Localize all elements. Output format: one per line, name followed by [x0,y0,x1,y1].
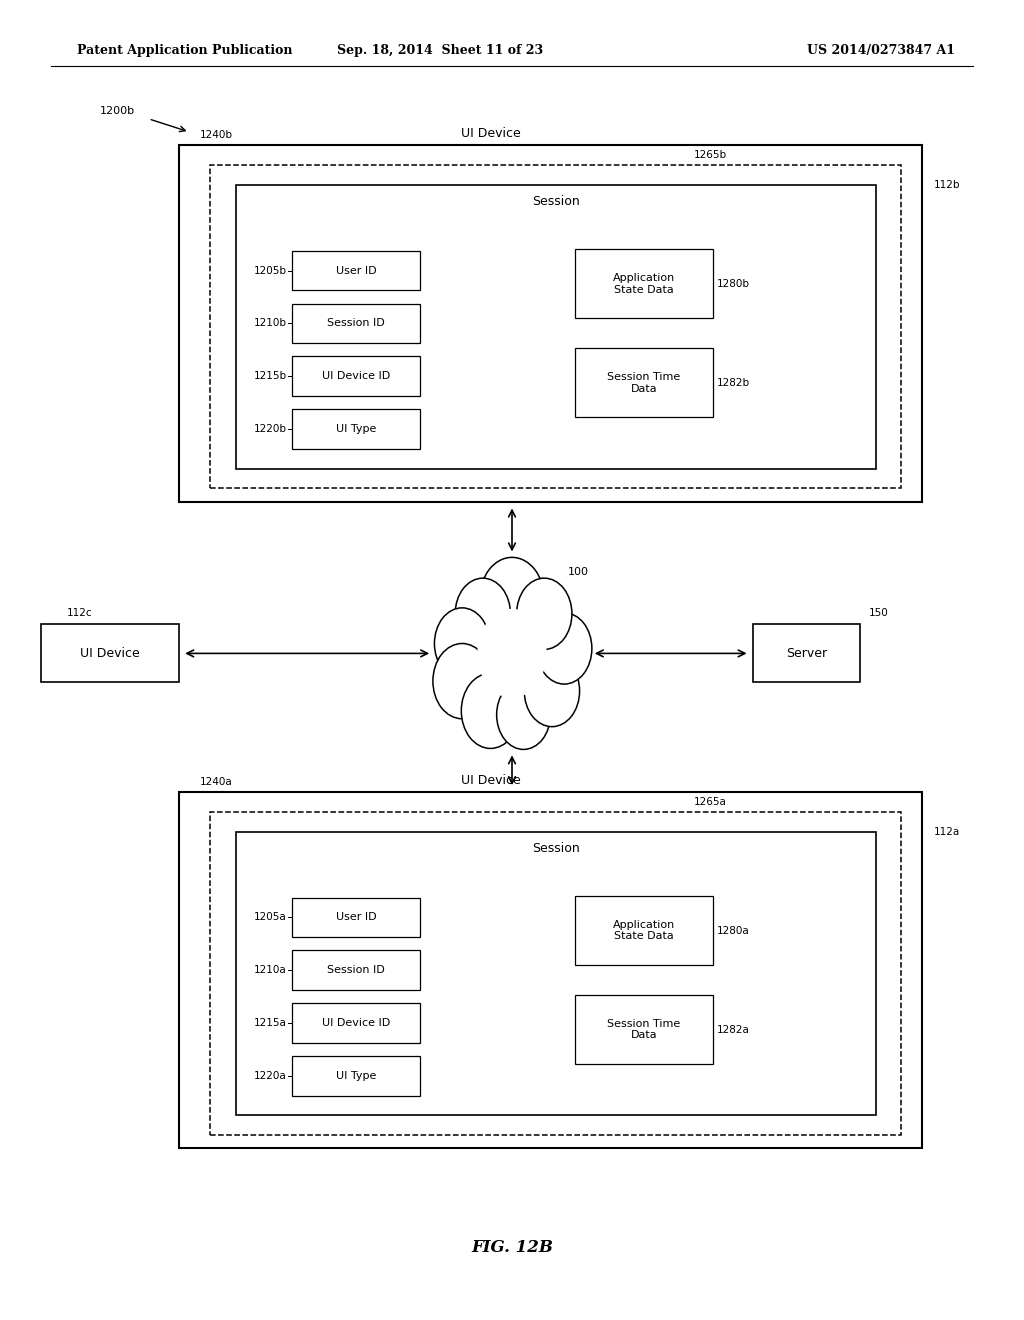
Text: Session ID: Session ID [327,318,385,329]
Text: 1280a: 1280a [717,925,750,936]
Text: Session Time
Data: Session Time Data [607,1019,681,1040]
Text: 1240b: 1240b [200,129,232,140]
Text: Session: Session [531,195,580,209]
Bar [179,792,922,1148]
Text: UI Device ID: UI Device ID [322,371,390,381]
Text: 1205a: 1205a [254,912,287,923]
Bar [292,1003,420,1043]
Text: UI Device: UI Device [80,647,140,660]
Text: 112b: 112b [934,180,961,190]
Circle shape [524,656,580,726]
Bar [574,348,713,417]
Text: 1210b: 1210b [254,318,287,329]
Text: 1282a: 1282a [717,1024,750,1035]
Text: 150: 150 [868,607,888,618]
Bar [292,1056,420,1096]
Circle shape [477,609,547,698]
Bar [210,165,901,488]
Text: 1282b: 1282b [717,378,751,388]
Text: 1215b: 1215b [254,371,287,381]
Bar [292,950,420,990]
Bar [236,185,876,469]
Bar [574,249,713,318]
Circle shape [497,680,551,750]
Text: US 2014/0273847 A1: US 2014/0273847 A1 [807,44,954,57]
Text: User ID: User ID [336,265,376,276]
Text: 1280b: 1280b [717,279,750,289]
Text: 112a: 112a [934,826,961,837]
Circle shape [537,612,592,684]
Circle shape [461,673,519,748]
Bar [574,995,713,1064]
Text: UI Device: UI Device [461,774,521,787]
Text: Session Time
Data: Session Time Data [607,372,681,393]
Circle shape [479,557,545,640]
Text: 1220b: 1220b [254,424,287,434]
Bar [292,251,420,290]
Text: 1215a: 1215a [254,1018,287,1028]
Bar [292,356,420,396]
Text: UI Device ID: UI Device ID [322,1018,390,1028]
Bar [236,832,876,1115]
Text: UI Type: UI Type [336,424,376,434]
Text: Patent Application Publication: Patent Application Publication [77,44,292,57]
Text: Application
State Data: Application State Data [612,920,675,941]
Circle shape [433,644,492,718]
Text: UI Device: UI Device [461,127,521,140]
Bar [292,898,420,937]
Circle shape [516,578,571,649]
Bar [574,896,713,965]
Text: Server: Server [785,647,827,660]
Text: 1240a: 1240a [200,776,232,787]
Text: Sep. 18, 2014  Sheet 11 of 23: Sep. 18, 2014 Sheet 11 of 23 [337,44,544,57]
Text: 1220a: 1220a [254,1071,287,1081]
Text: 112c: 112c [67,607,92,618]
Text: Application
State Data: Application State Data [612,273,675,294]
Bar [292,409,420,449]
Text: 1265b: 1265b [694,149,727,160]
Circle shape [455,578,511,649]
Bar [210,812,901,1135]
Bar [292,304,420,343]
Text: 1265a: 1265a [694,796,727,807]
Text: 1210a: 1210a [254,965,287,975]
Bar [753,624,860,682]
Text: 1200b: 1200b [100,106,135,116]
Text: 1205b: 1205b [254,265,287,276]
Bar [179,145,922,502]
Text: UI Type: UI Type [336,1071,376,1081]
Text: Session ID: Session ID [327,965,385,975]
Text: Session: Session [531,842,580,855]
Circle shape [434,609,489,680]
Bar [41,624,179,682]
Text: FIG. 12B: FIG. 12B [471,1239,553,1255]
Text: User ID: User ID [336,912,376,923]
Text: 100: 100 [568,566,590,577]
